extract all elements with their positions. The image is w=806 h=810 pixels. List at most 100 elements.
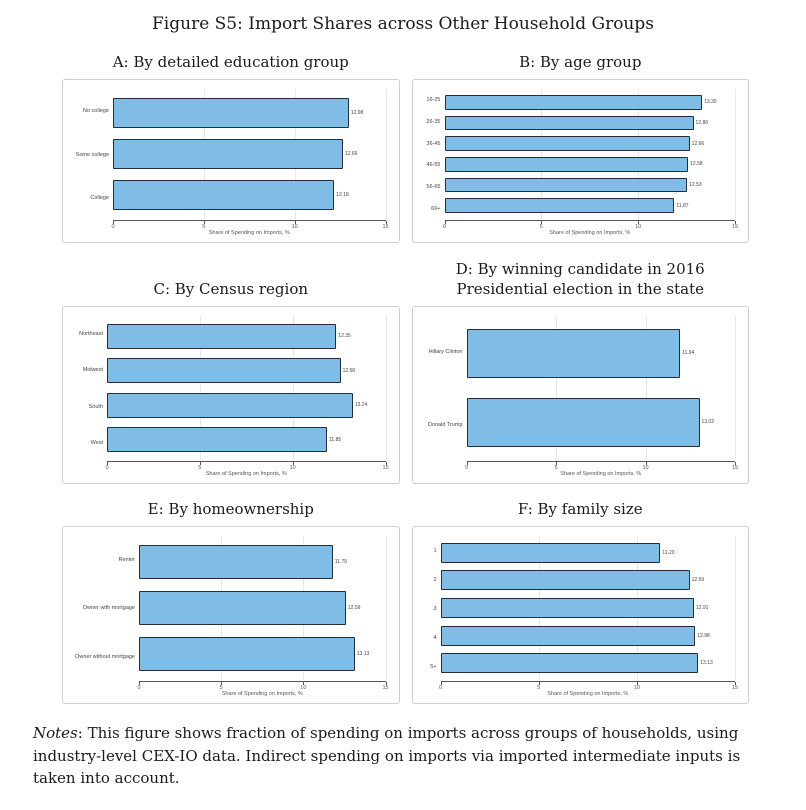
axis-tick-label: 15 [382, 224, 389, 230]
bar-slot: 13.13 [440, 649, 736, 677]
category-label: 56-65 [426, 184, 441, 191]
axis-tick [303, 682, 305, 685]
panel-e-homeownership: E: By homeownership Renter Owner with mor… [62, 493, 400, 704]
panel-title-line: D: By winning candidate in 2016 [455, 259, 705, 278]
bar: 12.58 [107, 358, 355, 384]
category-label: Owner with mortgage [82, 605, 135, 612]
category-label: 1 [433, 547, 437, 554]
category-axis: Renter Owner with mortgage Owner without m… [69, 536, 139, 700]
bar: 12.58 [444, 156, 703, 172]
category-label: West [90, 439, 103, 446]
axis-tick-label: 0 [137, 685, 141, 691]
gridline [638, 89, 640, 219]
panel-title: C: By Census region [62, 253, 400, 299]
panel-c-census-region: C: By Census region Northeast Midwest Sout… [62, 253, 400, 484]
value-label: 13.13 [700, 660, 713, 667]
category-label: No college [83, 107, 109, 114]
category-axis: 16-25 26-35 36-45 46-55 56-65 66+ [419, 89, 445, 239]
axis-tick [645, 462, 647, 465]
bar: 13.13 [440, 653, 713, 674]
axis-tick-label: 0 [442, 224, 447, 230]
bar-slot: 12.91 [440, 594, 736, 622]
value-label: 12.98 [350, 109, 364, 116]
value-label: 12.58 [690, 161, 703, 168]
panel-title-line: A: By detailed education group [112, 52, 349, 71]
value-label: 11.87 [676, 202, 689, 209]
bars: 11.20 12.69 12.91 12.98 13.13 [440, 536, 736, 680]
gridline [735, 89, 736, 219]
panel-title-line: E: By homeownership [147, 499, 314, 518]
category-label: 2 [433, 576, 437, 583]
axis-tick [735, 682, 736, 685]
axis-tick [636, 682, 638, 685]
axis-tick [113, 221, 114, 224]
axis-tick [735, 462, 736, 465]
plot-track: 11.94 13.02 0 5 10 15 Share of Spending on I… [465, 316, 738, 480]
bar: 13.13 [139, 637, 369, 671]
axis-tick [199, 462, 201, 465]
figure-title: Figure S5: Import Shares across Other Ho… [152, 14, 654, 34]
gridline [385, 89, 387, 219]
gridline [735, 536, 736, 680]
x-axis-label: Share of Spending on Imports, % [547, 691, 629, 697]
panel-d-2016-election: D: By winning candidate in 2016 President… [411, 253, 750, 484]
bar: 12.98 [113, 97, 363, 128]
bar-slot: 12.98 [113, 92, 386, 133]
axis-tick-label: 0 [111, 224, 115, 230]
bar: 13.30 [444, 94, 717, 110]
axis-tick [735, 221, 736, 224]
axis-tick-label: 15 [731, 685, 739, 691]
value-label: 12.66 [691, 140, 705, 147]
value-label: 12.86 [695, 120, 709, 126]
panel-title: A: By detailed education group [62, 46, 400, 72]
x-axis-label: Share of Spending on Imports, % [208, 230, 290, 236]
axis-tick-label: 15 [382, 465, 389, 471]
x-axis: 0 5 10 15 [438, 681, 739, 691]
category-label: Owner without mortgage [75, 653, 135, 660]
value-label: 12.98 [697, 632, 710, 639]
bar: 12.59 [139, 591, 360, 625]
value-label: 12.91 [695, 604, 709, 611]
plot-area: Northeast Midwest South West 12.35 12.58 13.2… [62, 306, 400, 484]
bars-region: 13.30 12.86 12.66 12.58 12.53 11.87 [444, 89, 736, 219]
bar-slot: 11.87 [444, 195, 736, 216]
axis-tick [538, 682, 540, 685]
category-label: 5+ [430, 663, 437, 670]
x-axis: 0 5 10 15 [465, 461, 738, 471]
bar-slot: 12.66 [444, 133, 736, 154]
bars: 13.30 12.86 12.66 12.58 12.53 11.87 [444, 89, 736, 219]
bar: 11.20 [440, 542, 675, 563]
axis-tick [385, 682, 387, 685]
panel-title-line: C: By Census region [153, 279, 309, 298]
value-label: 13.24 [354, 402, 368, 409]
axis-tick-label: 5 [537, 685, 541, 691]
value-label: 13.13 [356, 650, 370, 657]
plot-track: 12.98 12.66 12.18 0 5 10 15 Share of Spending… [111, 89, 389, 239]
bar: 12.98 [440, 625, 710, 646]
bar: 11.94 [466, 328, 694, 379]
plot-body: 1 2 3 4 5+ 11.20 12.69 12.91 12.98 13.13 0 5 10 15 … [419, 536, 739, 700]
bar-slot: 11.85 [107, 423, 386, 458]
axis-tick-label: 10 [300, 685, 307, 691]
panel-title: B: By age group [412, 46, 750, 72]
axis-tick-label: 10 [633, 685, 640, 691]
bar-slot: 12.58 [444, 154, 736, 175]
category-label: Some college [75, 151, 109, 158]
value-label: 13.02 [701, 419, 715, 426]
plot-body: Northeast Midwest South West 12.35 12.58 13.2… [69, 316, 389, 480]
axis-tick-label: 5 [198, 465, 202, 471]
category-label: 26-35 [426, 118, 441, 125]
bar-slot: 13.02 [466, 388, 736, 457]
bars-region: 12.98 12.66 12.18 [113, 89, 387, 219]
axis-tick [541, 221, 543, 224]
axis-tick-label: 0 [438, 685, 443, 691]
panel-a-detailed-education: A: By detailed education group No colleg… [62, 46, 400, 243]
category-label: Donald Trump [427, 421, 463, 428]
bar-slot: 12.59 [139, 585, 386, 631]
panel-title: D: By winning candidate in 2016 President… [412, 253, 750, 299]
bars-region: 12.35 12.58 13.24 11.85 [107, 316, 387, 460]
plot-area: Renter Owner with mortgage Owner without m… [62, 526, 400, 704]
panel-f-family-size: F: By family size 1 2 3 4 5+ 11.20 12.69 12.91… [411, 493, 749, 704]
gridline [385, 536, 387, 680]
bar-slot: 12.35 [107, 319, 386, 354]
